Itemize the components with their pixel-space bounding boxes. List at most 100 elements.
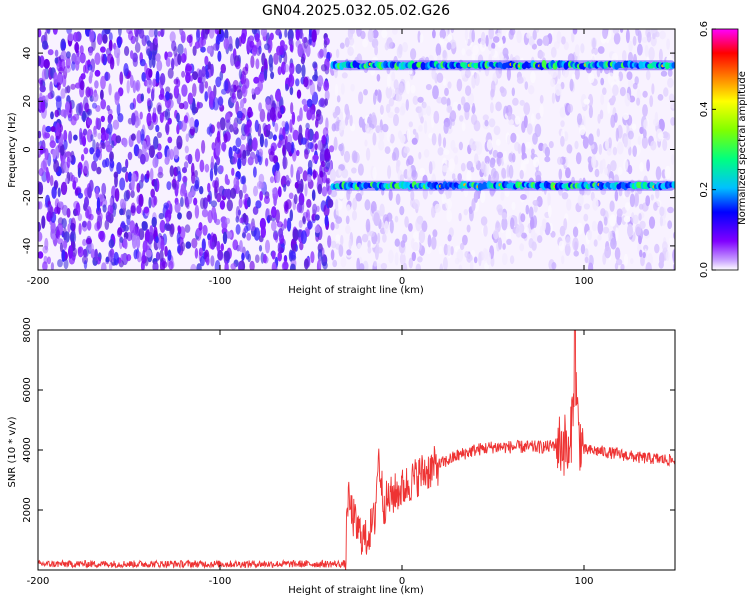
spectrogram-cell xyxy=(396,159,401,167)
spectrogram-cell xyxy=(141,72,146,82)
spectrogram-cell xyxy=(213,180,219,194)
spectrogram-cell xyxy=(367,240,371,249)
spectrogram-cell xyxy=(667,77,674,88)
spectrogram-cell xyxy=(399,106,406,116)
spectrogram-cell xyxy=(642,251,646,259)
spectrogram-cell xyxy=(488,29,494,40)
spectrogram-cell xyxy=(339,120,346,131)
spectrogram-cell xyxy=(157,30,161,37)
spectrogram-cell xyxy=(38,130,42,139)
spectrogram-cell xyxy=(61,40,67,51)
spectrogram-cell xyxy=(555,83,562,96)
spectrogram-cell xyxy=(236,89,243,100)
spectrogram-cell xyxy=(277,251,283,262)
spectrogram-cell xyxy=(541,218,547,231)
spectrogram-cell xyxy=(72,180,77,190)
spectrogram-cell xyxy=(282,155,286,170)
spectrogram-cell xyxy=(183,161,189,169)
spectrogram-cell xyxy=(83,260,88,270)
spectrogram-cell xyxy=(82,221,87,228)
spectrogram-cell xyxy=(185,133,189,143)
spectrogram-cell xyxy=(341,168,349,179)
spectrogram-cell xyxy=(95,141,100,151)
spectrogram-cell xyxy=(365,147,371,161)
spectrogram-cell xyxy=(406,165,412,178)
spectrogram-cell xyxy=(530,113,535,125)
spectrogram-cell xyxy=(624,92,631,107)
spectrogram-cell xyxy=(528,238,534,249)
colorbar-gradient xyxy=(711,28,739,271)
spectrogram-cell xyxy=(460,96,466,106)
band-cell xyxy=(671,181,675,189)
spectrogram-cell xyxy=(277,141,282,149)
spectrogram-cell xyxy=(208,123,213,137)
spectrogram-cell xyxy=(51,233,56,241)
spectrogram-cell xyxy=(600,77,605,86)
spectrogram-cell xyxy=(608,137,612,149)
spectrogram-cell xyxy=(418,124,423,132)
spectrogram-cell xyxy=(584,256,589,263)
spectrogram-cell xyxy=(39,92,43,102)
spectrogram-cell xyxy=(153,179,158,191)
spectrogram-cell xyxy=(100,115,106,123)
spectrogram-cell xyxy=(79,45,84,55)
spectrogram-cell xyxy=(634,223,642,236)
spectrogram-cell xyxy=(457,173,463,182)
spectrogram-cell xyxy=(240,176,246,185)
spectrogram-cell xyxy=(338,200,343,210)
spectrogram-cell xyxy=(404,216,409,228)
spectrogram-cell xyxy=(275,169,281,183)
spectrogram-cell xyxy=(235,147,240,155)
spectrogram-cell xyxy=(461,122,466,132)
spectrogram-cell xyxy=(204,91,208,102)
spectrogram-cell xyxy=(650,35,657,47)
spectrogram-cell xyxy=(156,59,163,72)
spectrogram-cell xyxy=(279,45,285,56)
spectrogram-cell xyxy=(303,258,309,270)
spectrogram-cell xyxy=(550,230,556,238)
spectrogram-cell xyxy=(580,244,586,255)
spectrogram-cell xyxy=(44,237,49,251)
spectrogram-cell xyxy=(547,192,551,207)
spectrogram-cell xyxy=(583,98,590,105)
spectrogram-cell xyxy=(610,114,616,128)
spectrogram-cell xyxy=(508,152,513,162)
spectrogram-cell xyxy=(284,63,290,73)
spectrogram-cell xyxy=(109,197,114,206)
spectrogram-cell xyxy=(445,198,453,210)
spectrogram-cell xyxy=(324,148,331,162)
spectrogram-cell xyxy=(189,35,193,48)
spectrogram-cell xyxy=(108,261,113,270)
spectrogram-cell xyxy=(246,223,251,231)
spectrogram-cell xyxy=(433,110,440,124)
spectrogram-cell xyxy=(498,237,502,250)
spectrogram-cell xyxy=(295,63,302,74)
spectrogram-cell xyxy=(212,97,220,111)
spectrogram-cell xyxy=(346,188,351,201)
spectrogram-cell xyxy=(334,83,339,97)
spectrogram-cell xyxy=(645,262,652,270)
spectrogram-cell xyxy=(425,84,432,91)
spectrogram-cell xyxy=(211,241,216,250)
spectrogram-cell xyxy=(269,107,276,121)
spectrogram-cell xyxy=(650,140,657,151)
spectrogram-cell xyxy=(95,186,99,200)
spectrogram-cell xyxy=(628,40,633,52)
spectrogram-cell xyxy=(542,35,549,46)
spectrogram-cell xyxy=(412,128,417,135)
spectrogram-cell xyxy=(138,193,144,207)
spectrogram-cell xyxy=(583,213,589,222)
spectrogram-cell xyxy=(351,167,357,174)
spectrogram-cell xyxy=(136,205,142,214)
spectrogram-cell xyxy=(526,32,531,39)
spectrogram-cell xyxy=(653,202,658,211)
spectrogram-cell xyxy=(615,127,619,142)
spectrogram-cell xyxy=(311,29,317,43)
spectrogram-cell xyxy=(604,245,612,259)
spectrogram-cell xyxy=(610,160,617,172)
spectrogram-cell xyxy=(553,41,560,49)
spectrogram-cell xyxy=(268,150,275,162)
spectrogram-cell xyxy=(131,112,136,126)
spectrogram-cell xyxy=(241,232,246,239)
spectrogram-cell xyxy=(297,166,303,175)
